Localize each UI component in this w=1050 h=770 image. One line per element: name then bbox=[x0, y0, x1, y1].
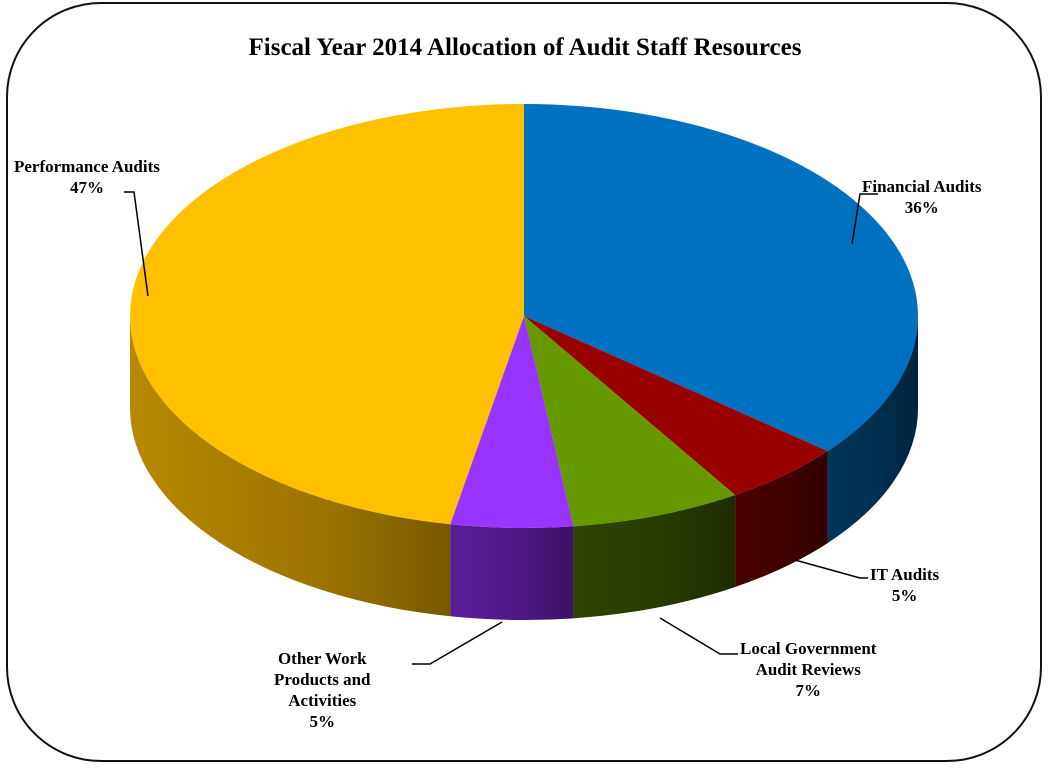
label-it-percent: 5% bbox=[891, 586, 918, 605]
leader-line-financial-audits bbox=[851, 193, 878, 245]
label-other-line3: Activities bbox=[288, 691, 357, 710]
label-other-work: Other Work Products and Activities 5% bbox=[274, 648, 371, 732]
label-performance-name: Performance Audits bbox=[14, 157, 160, 176]
label-local-percent: 7% bbox=[795, 681, 821, 700]
chart-title: Fiscal Year 2014 Allocation of Audit Sta… bbox=[248, 34, 802, 61]
label-financial-name: Financial Audits bbox=[862, 177, 982, 196]
leader-line-it-audits bbox=[794, 559, 868, 579]
leader-line-local-government-audit-reviews bbox=[659, 617, 738, 655]
label-financial-percent: 36% bbox=[904, 198, 939, 217]
label-other-line1: Other Work bbox=[277, 649, 367, 668]
label-other-line2: Products and bbox=[274, 670, 371, 689]
pie-tops bbox=[130, 104, 918, 528]
label-local-line1: Local Government bbox=[740, 639, 877, 658]
label-financial-audits: Financial Audits 36% bbox=[862, 176, 982, 218]
pie-side-shade-other-work-products-and-activities bbox=[450, 524, 574, 620]
pie-slice-other-work-products-and-activities bbox=[450, 316, 574, 528]
pie-side-shade-local-government-audit-reviews bbox=[573, 494, 736, 619]
pie-slice-local-government-audit-reviews bbox=[524, 316, 736, 527]
label-performance-audits: Performance Audits 47% bbox=[14, 156, 160, 198]
pie-slice-performance-audits bbox=[130, 104, 524, 525]
pie-sides bbox=[130, 316, 918, 620]
label-local-government: Local Government Audit Reviews 7% bbox=[740, 638, 876, 701]
pie-side-shade-financial-audits bbox=[827, 316, 918, 544]
label-other-percent: 5% bbox=[309, 712, 336, 731]
pie-slice-financial-audits bbox=[524, 104, 918, 452]
label-it-name: IT Audits bbox=[870, 565, 940, 584]
pie-slice-it-audits bbox=[524, 316, 828, 495]
label-performance-percent: 47% bbox=[69, 178, 104, 197]
leader-line-other-work-products-and-activities bbox=[412, 621, 503, 665]
pie-side-shade-performance-audits bbox=[130, 316, 451, 617]
label-local-line2: Audit Reviews bbox=[755, 660, 861, 679]
label-it-audits: IT Audits 5% bbox=[870, 564, 939, 606]
leader-lines bbox=[124, 191, 878, 665]
leader-line-performance-audits bbox=[124, 191, 149, 297]
pie-side-shade-it-audits bbox=[735, 451, 828, 587]
